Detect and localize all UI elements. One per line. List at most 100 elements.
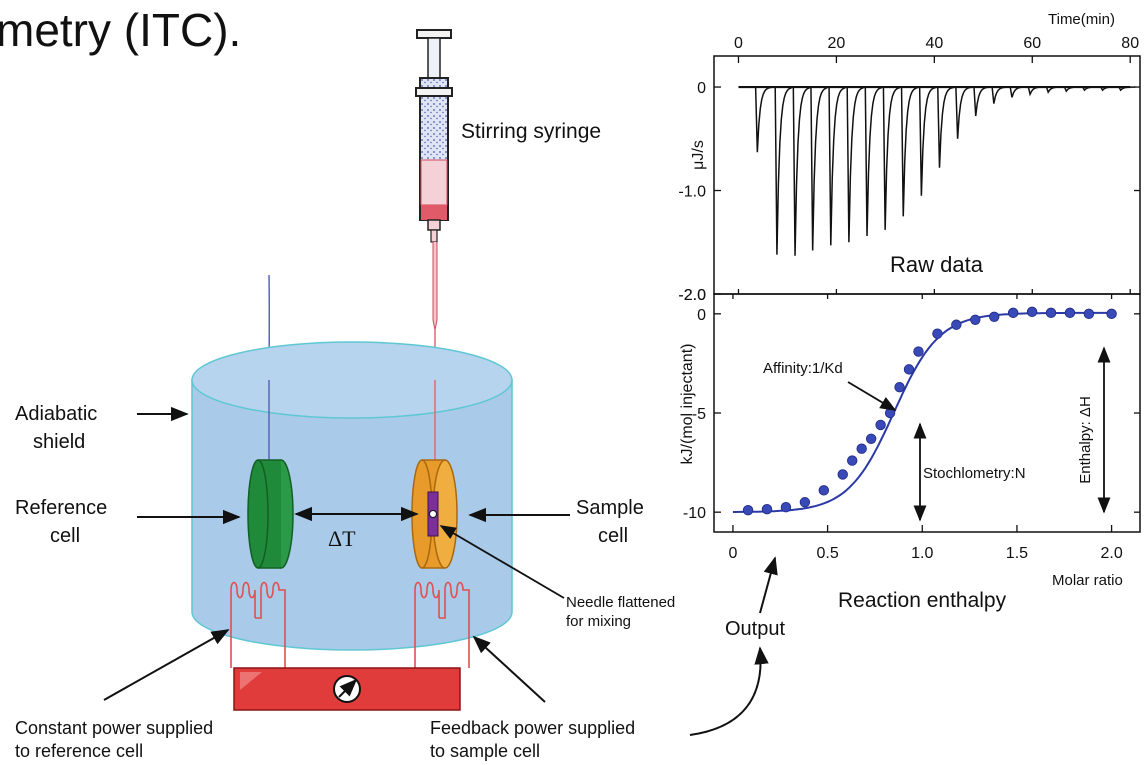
iso-point: [903, 364, 915, 375]
raw-peak: [1027, 86, 1045, 97]
raw-data-panel: 0 20 40 60 80 0 -1.0 -2.0 Raw data Time(min) μJ…: [678, 11, 1141, 304]
iso-xtick-label: 1.0: [911, 545, 933, 562]
iso-point: [1064, 307, 1076, 319]
reference-cell: [247, 459, 294, 569]
needle-label-1: Needle flattened: [566, 594, 675, 611]
sample-cell-label-2: cell: [598, 525, 628, 547]
iso-point: [847, 455, 858, 466]
iso-xtick-label: 0: [728, 545, 737, 562]
raw-peak: [754, 86, 773, 153]
iso-point: [989, 311, 1000, 323]
raw-xtick-label: 60: [1023, 35, 1041, 52]
iso-ytick-label: -10: [683, 505, 706, 522]
raw-peak: [1045, 86, 1063, 94]
affinity-label: Affinity:1/Kd: [763, 360, 843, 377]
raw-ytick-label: -1.0: [678, 184, 706, 201]
raw-peak: [918, 86, 937, 196]
reference-cell-label-1: Reference: [15, 497, 107, 519]
iso-point: [818, 485, 830, 496]
raw-peak: [991, 86, 1009, 104]
raw-ylabel: μJ/s: [690, 140, 707, 170]
needle-arrow: [439, 525, 565, 599]
isotherm-xlabel: Molar ratio: [1052, 572, 1123, 589]
iso-point: [1106, 308, 1117, 320]
iso-point: [761, 503, 773, 515]
affinity-arrow: [847, 381, 897, 411]
adiabatic-shield-label-2: shield: [33, 431, 85, 453]
iso-xtick-label: 0.5: [816, 545, 838, 562]
iso-point: [1026, 306, 1038, 318]
raw-ytick-label: 0: [697, 80, 706, 97]
sample-heater-coil: [414, 581, 470, 668]
reference-heater-coil: [230, 581, 286, 668]
iso-ytick-label: 0: [697, 307, 706, 324]
iso-point: [1007, 307, 1019, 319]
raw-peak: [774, 87, 792, 255]
iso-point: [799, 497, 811, 508]
raw-xtick-label: 40: [925, 35, 943, 52]
raw-peak: [1118, 86, 1136, 92]
iso-point: [875, 419, 886, 431]
output-label: Output: [725, 618, 785, 640]
stoichiometry-label: Stochlometry:N: [923, 465, 1026, 482]
iso-point: [865, 433, 877, 444]
isotherm-ylabel: kJ/(mol injectant): [679, 344, 696, 465]
iso-point: [970, 314, 981, 325]
raw-peak: [900, 86, 919, 217]
iso-xtick-label: 2.0: [1100, 545, 1122, 562]
raw-peak: [882, 86, 901, 230]
sample-cell: [411, 459, 458, 569]
raw-peak: [1063, 86, 1082, 93]
raw-peak: [828, 86, 846, 246]
iso-fit-line: [732, 311, 1112, 513]
raw-peak: [955, 86, 973, 139]
power-unit: [233, 667, 461, 711]
iso-ytick-label: -5: [692, 406, 706, 423]
raw-peak: [792, 87, 810, 256]
adiabatic-shield: [191, 341, 513, 651]
feedback-power-arrow: [472, 635, 546, 703]
raw-xtick-label: 20: [828, 35, 846, 52]
enthalpy-label: Enthalpy: ΔH: [1077, 396, 1094, 484]
isotherm-panel: 0 0.5 1.0 1.5 2.0 0 -5 -10 -2.0 kJ/(mol injectan…: [678, 287, 1141, 612]
constant-power-label-1: Constant power supplied: [15, 718, 213, 738]
raw-peak: [1009, 86, 1027, 98]
constant-power-label-2: to reference cell: [15, 741, 143, 761]
iso-point: [932, 328, 943, 339]
delta-t-label: ΔT: [328, 526, 356, 551]
iso-point: [780, 502, 792, 513]
raw-peak: [864, 86, 882, 237]
constant-power-arrow: [103, 629, 230, 701]
iso-point: [856, 443, 867, 454]
iso-point: [1045, 307, 1057, 319]
raw-peak: [1082, 86, 1100, 92]
iso-point: [951, 319, 962, 330]
needle-label-2: for mixing: [566, 613, 631, 630]
output-arrow-up: [759, 556, 778, 614]
raw-peak: [1100, 86, 1118, 92]
output-arrow-in: [689, 646, 769, 736]
iso-point: [894, 382, 905, 393]
reference-cell-label-2: cell: [50, 525, 80, 547]
raw-ytick-label: -2.0: [678, 287, 706, 304]
raw-ytick-label-bottom: -2.0: [678, 287, 706, 304]
iso-point: [1083, 308, 1095, 320]
raw-xtick-label: 0: [734, 35, 743, 52]
iso-point: [837, 469, 848, 480]
sample-cell-label-1: Sample: [576, 497, 644, 519]
raw-xlabel: Time(min): [1048, 11, 1115, 28]
iso-xtick-label: 1.5: [1006, 545, 1028, 562]
iso-point: [742, 504, 754, 516]
title-fragment: metry (ITC).: [0, 4, 241, 56]
raw-peak: [973, 86, 991, 117]
feedback-power-label-1: Feedback power supplied: [430, 718, 635, 738]
raw-peak: [810, 87, 828, 251]
raw-peak: [937, 86, 955, 168]
raw-peak: [846, 86, 864, 243]
reaction-enthalpy-label: Reaction enthalpy: [838, 589, 1007, 612]
stirring-syringe-label: Stirring syringe: [461, 120, 601, 143]
raw-xtick-label: 80: [1121, 35, 1139, 52]
iso-point: [913, 346, 924, 357]
raw-data-label: Raw data: [890, 252, 984, 277]
